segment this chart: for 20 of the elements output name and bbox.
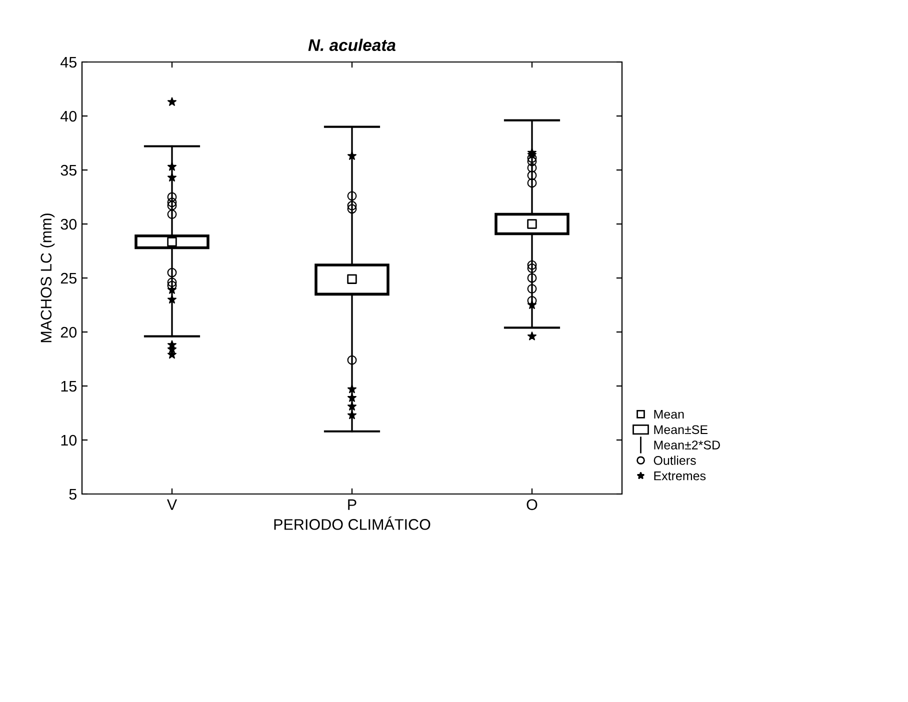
chart-title: N. aculeata [308, 38, 396, 52]
y-tick-label: 25 [60, 272, 76, 284]
y-tick-label: 45 [60, 57, 76, 68]
text: Mean±SE [654, 425, 708, 434]
y-tick-label: 10 [61, 434, 77, 446]
text: Mean [654, 410, 684, 419]
y-tick-label: 5 [69, 489, 76, 500]
y-axis-title: MACHOS LC (mm) [40, 214, 55, 342]
y-tick-label: 30 [60, 218, 77, 230]
y-tick-label: 40 [60, 110, 77, 122]
y-tick-label: 15 [61, 381, 76, 392]
legend-label: Extremes [654, 472, 706, 480]
text: Mean±2*SD [654, 440, 720, 450]
x-tick-label: P [348, 499, 356, 510]
legend-label: Outliers [654, 456, 696, 465]
x-tick-label: V [166, 499, 178, 510]
x-tick-label: O [526, 499, 538, 510]
y-tick-label: 35 [60, 164, 76, 176]
y-tick-label: 20 [60, 326, 77, 338]
x-axis-title: PERIODO CLIMÁTICO [274, 516, 430, 530]
